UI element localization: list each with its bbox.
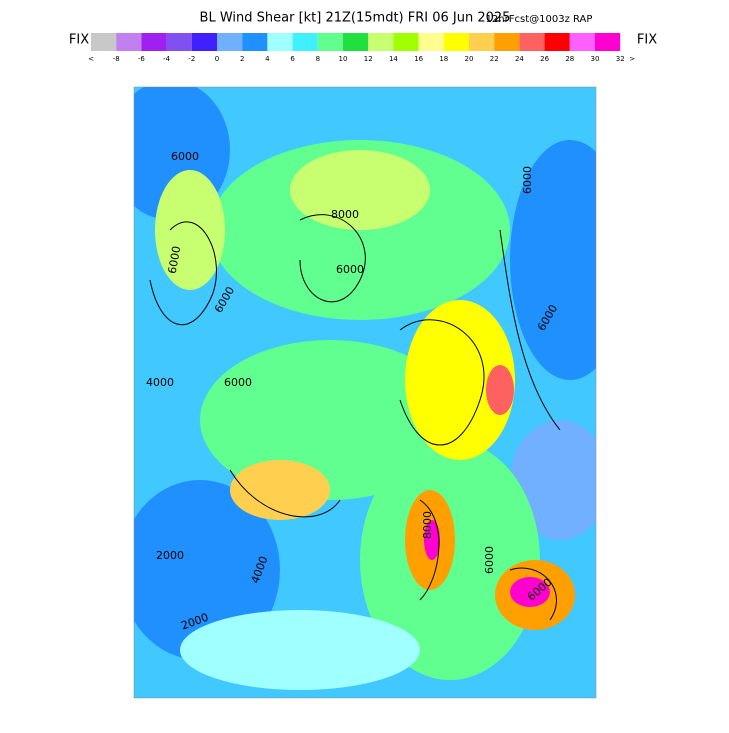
colorbar-label: 32 bbox=[616, 55, 625, 63]
map-border bbox=[133, 86, 597, 699]
color-swatch bbox=[116, 33, 142, 51]
contour-label: 6000 bbox=[483, 546, 496, 574]
contour-label: 6000 bbox=[521, 166, 534, 194]
color-swatch bbox=[595, 33, 621, 51]
colorbar-label: 28 bbox=[565, 55, 574, 63]
contour-label: 6000 bbox=[166, 245, 184, 275]
field bbox=[200, 340, 460, 500]
field bbox=[230, 460, 330, 520]
color-swatch bbox=[292, 33, 318, 51]
colorbar-label: -2 bbox=[188, 55, 195, 63]
contour bbox=[149, 221, 217, 326]
colorbar-label: 10 bbox=[339, 55, 348, 63]
colorbar-label: -4 bbox=[163, 55, 171, 63]
color-swatch bbox=[343, 33, 369, 51]
contour bbox=[299, 214, 366, 303]
contour-label: 8000 bbox=[331, 208, 359, 221]
color-swatch bbox=[368, 33, 394, 51]
contour-label: 4000 bbox=[146, 376, 174, 389]
color-swatch bbox=[418, 33, 444, 51]
colorbar: < -8 -6 -4 -2 0 2 4 6 8 10 12 14 16 18 20 22 24 26 28 30 32 > bbox=[88, 33, 635, 63]
title: BL Wind Shear [kt] 21Z(15mdt) FRI 06 Jun… bbox=[200, 11, 511, 26]
color-swatch bbox=[494, 33, 520, 51]
colorbar-label: 24 bbox=[515, 55, 524, 63]
color-swatch bbox=[267, 33, 293, 51]
color-swatch bbox=[242, 33, 268, 51]
colorbar-label: 22 bbox=[490, 55, 499, 63]
contour bbox=[509, 567, 557, 621]
colorbar-label: 30 bbox=[591, 55, 600, 63]
field bbox=[510, 577, 550, 607]
colorbar-label: 6 bbox=[290, 55, 295, 63]
color-swatch bbox=[91, 33, 117, 51]
contour bbox=[229, 469, 341, 518]
color-swatch bbox=[141, 33, 167, 51]
color-swatch bbox=[217, 33, 243, 51]
color-swatch bbox=[469, 33, 495, 51]
colorbar-label: 4 bbox=[265, 55, 270, 63]
colorbar-label: 18 bbox=[439, 55, 448, 63]
colorbar-label: 14 bbox=[389, 55, 398, 63]
field bbox=[486, 365, 514, 415]
contour-label: 6000 bbox=[171, 150, 199, 163]
colorbar-label: 12 bbox=[364, 55, 373, 63]
color-swatch bbox=[443, 33, 469, 51]
color-swatch bbox=[519, 33, 545, 51]
color-swatch bbox=[191, 33, 217, 51]
color-swatch bbox=[393, 33, 419, 51]
colorbar-label: < bbox=[88, 55, 94, 63]
contour bbox=[419, 499, 440, 601]
colorbar-label: 2 bbox=[240, 55, 244, 63]
colorbar-label: 16 bbox=[414, 55, 423, 63]
contour-label: 2000 bbox=[156, 549, 184, 562]
subtitle: 12hrFcst@1003z RAP bbox=[486, 14, 593, 25]
contour bbox=[499, 229, 561, 431]
field bbox=[510, 140, 596, 380]
colorbar-label: 20 bbox=[465, 55, 474, 63]
field bbox=[405, 300, 515, 460]
field bbox=[290, 150, 430, 230]
contour-label: 6000 bbox=[336, 263, 364, 276]
colorbar-label: 8 bbox=[316, 55, 320, 63]
field bbox=[424, 520, 440, 560]
color-swatch bbox=[166, 33, 192, 51]
field bbox=[180, 610, 420, 690]
contour-label: 8000 bbox=[421, 511, 434, 539]
color-swatch bbox=[544, 33, 570, 51]
colorbar-label: -6 bbox=[138, 55, 146, 63]
fix-button[interactable]: FIX bbox=[637, 33, 657, 48]
colorbar-label: -8 bbox=[113, 55, 120, 63]
contour-label: 6000 bbox=[224, 376, 252, 389]
contour bbox=[399, 319, 485, 446]
color-swatch bbox=[569, 33, 595, 51]
colorbar-label: > bbox=[629, 55, 635, 63]
colorbar-label: 0 bbox=[215, 55, 219, 63]
field bbox=[155, 170, 225, 290]
colorbar-label: 26 bbox=[540, 55, 549, 63]
fix-button[interactable]: FIX bbox=[69, 33, 89, 48]
color-swatch bbox=[317, 33, 343, 51]
